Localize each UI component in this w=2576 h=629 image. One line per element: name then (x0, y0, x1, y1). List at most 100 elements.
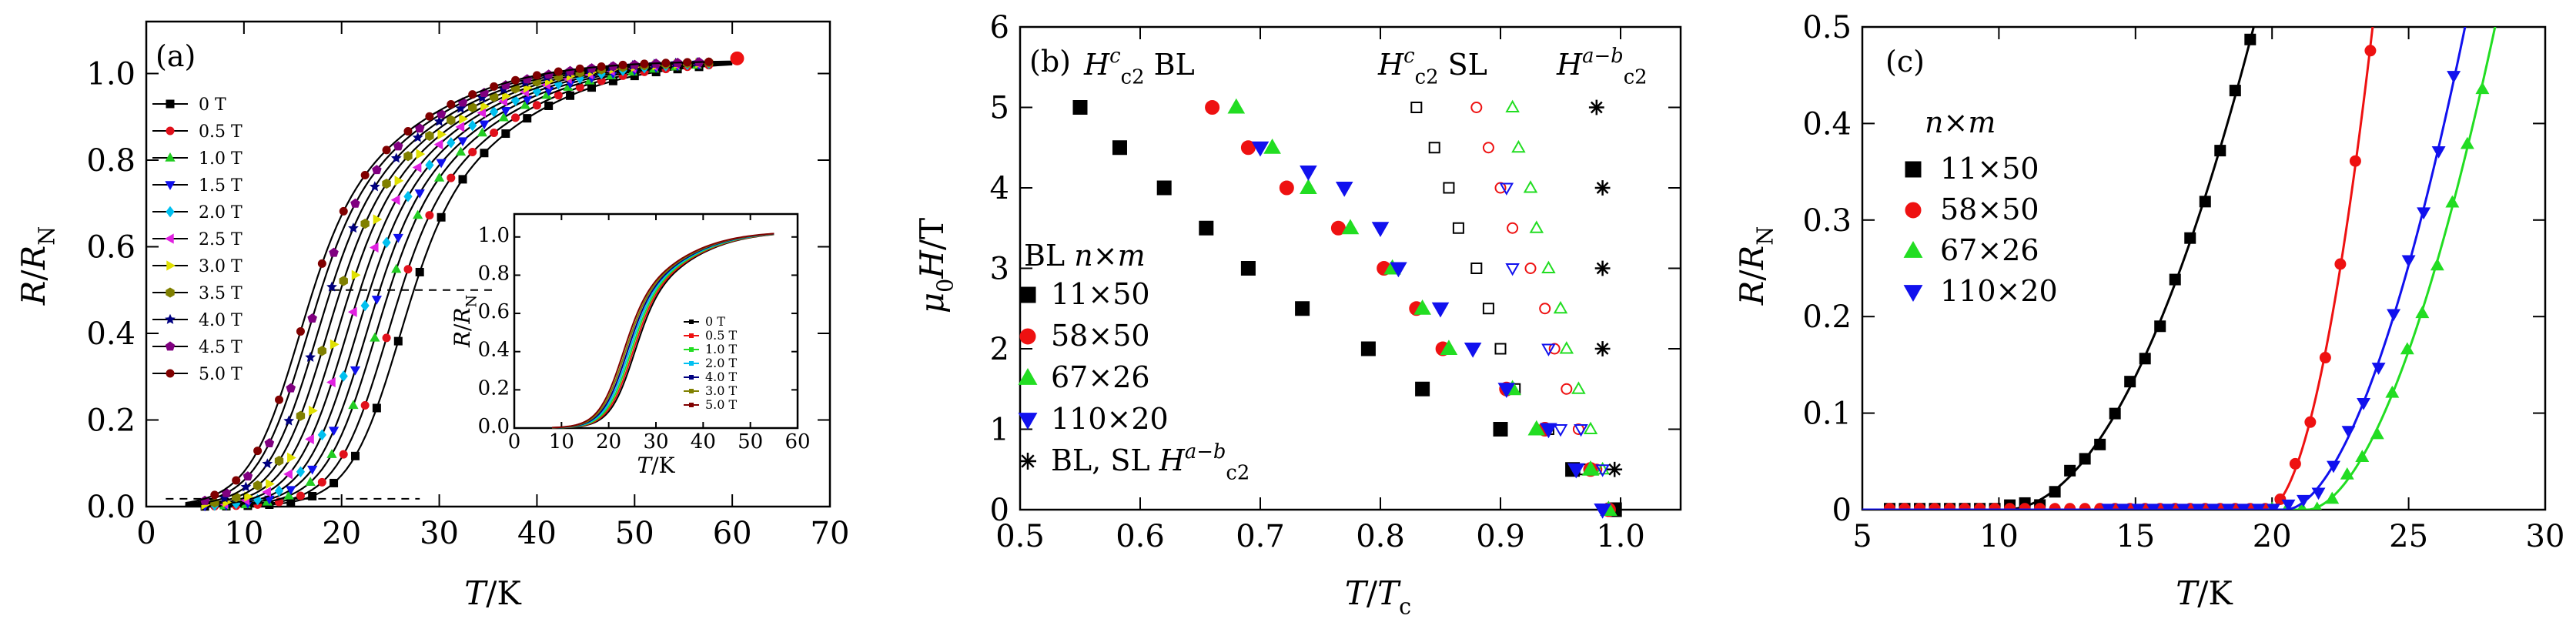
data-point (2445, 195, 2460, 208)
y-tick-label: 0.5 (1802, 10, 1852, 45)
y-tick-label: 1.0 (478, 224, 510, 247)
data-point-sl (1553, 424, 1568, 437)
data-point (2214, 145, 2226, 157)
data-point (360, 299, 370, 312)
data-point (2349, 155, 2361, 167)
data-point (468, 147, 477, 156)
data-point (498, 112, 509, 122)
data-point (2475, 82, 2490, 95)
data-point (2146, 504, 2160, 510)
data-point (447, 136, 456, 149)
data-point-sl (1529, 220, 1544, 233)
y-tick-label: 0.2 (86, 403, 135, 439)
x-tick-label: 60 (785, 430, 810, 453)
inset: 0 10 20 30 40 50 60 0.0 0.2 0.4 0.6 0.8 1.0 T/K R/RN 0 … (450, 212, 811, 478)
legend-marker (165, 341, 176, 351)
legend-marker (165, 313, 176, 324)
data-point (413, 209, 423, 219)
data-point (2312, 501, 2322, 510)
x-axis-label: T/K (2176, 574, 2233, 612)
data-point (350, 366, 361, 376)
data-point (425, 211, 434, 220)
data-point-bl (1300, 179, 1317, 195)
y-tick-label: 4 (990, 171, 1009, 206)
legend-label: 11×50 (1051, 277, 1150, 311)
data-point-bl (1594, 341, 1611, 356)
data-point-bl (1594, 180, 1611, 196)
data-point-bl (1493, 422, 1508, 437)
data-point (532, 71, 541, 80)
panel-label: (b) (1029, 45, 1071, 79)
data-point-sl (1541, 260, 1556, 273)
y-tick-label: 0 (1832, 493, 1852, 528)
data-point (232, 476, 241, 485)
legend-marker (1019, 328, 1036, 345)
data-point (2297, 501, 2307, 510)
data-point (2161, 504, 2176, 510)
asterisk-stroke (1596, 343, 1609, 355)
x-tick-label: 60 (713, 516, 752, 551)
data-point (544, 101, 554, 110)
data-point-bl (1581, 460, 1600, 476)
data-point (523, 114, 532, 123)
data-point (2176, 504, 2190, 510)
data-point (2199, 196, 2211, 208)
data-point (403, 127, 413, 136)
data-point (330, 339, 340, 350)
data-point (2169, 273, 2181, 286)
data-point (2064, 464, 2076, 477)
data-point-bl (1112, 140, 1127, 156)
data-point (275, 395, 284, 404)
asterisk-stroke (1590, 101, 1603, 114)
data-point (437, 212, 446, 222)
data-point (2304, 416, 2317, 428)
legend-label: 5.0 T (199, 365, 243, 384)
data-point-bl (1300, 166, 1317, 181)
data-point (372, 403, 381, 413)
data-point (433, 115, 445, 126)
data-point (455, 122, 465, 132)
data-point (306, 465, 318, 475)
data-point-sl (1494, 182, 1507, 194)
data-point (455, 146, 467, 156)
data-point (2236, 504, 2250, 510)
y-tick-label: 0.1 (1802, 396, 1852, 432)
data-point (266, 478, 275, 490)
data-point (244, 491, 253, 502)
y-tick-label: 0.6 (86, 230, 135, 266)
legend-label: 110×20 (1051, 402, 1169, 436)
data-point (339, 370, 348, 382)
data-point-bl (1413, 299, 1431, 315)
data-point (2417, 207, 2431, 220)
data-point (433, 139, 443, 150)
data-point-bl (1156, 180, 1172, 196)
legend-marker (165, 181, 176, 191)
inset-legend-label: 1.0 T (705, 342, 738, 356)
data-point (415, 267, 424, 276)
data-point (339, 206, 348, 216)
data-point (2355, 450, 2370, 463)
inset-legend-marker (689, 389, 694, 393)
legend-marker (166, 369, 175, 378)
data-point (532, 101, 541, 110)
x-tick-label: 0 (508, 430, 521, 453)
annotation-hc2-sl: Hcc2 SL (1377, 45, 1487, 89)
data-point (390, 152, 402, 163)
data-point (382, 333, 391, 343)
data-point (511, 75, 520, 85)
data-point (2184, 232, 2196, 244)
data-point-sl (1482, 142, 1494, 154)
data-point (437, 129, 447, 140)
data-point (240, 481, 252, 492)
data-point-bl (1594, 260, 1611, 276)
legend-label: 67×26 (1051, 360, 1150, 394)
data-point (425, 131, 434, 142)
data-point-sl (1482, 303, 1494, 315)
data-point-bl (1240, 261, 1256, 276)
panel-b: 0.5 0.6 0.7 0.8 0.9 1.0 0 1 2 3 4 5 6 (b) T/Tc μ0H/T Hcc… (913, 10, 1682, 620)
legend-title: BL n×m (1024, 239, 1146, 273)
data-point (2447, 71, 2461, 83)
data-point (403, 190, 413, 202)
data-point (479, 120, 490, 130)
data-point (425, 159, 434, 171)
